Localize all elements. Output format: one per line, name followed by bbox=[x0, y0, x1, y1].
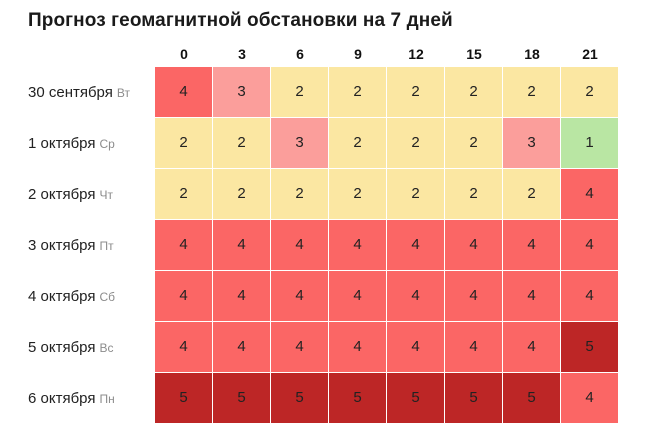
heatmap-cell: 4 bbox=[213, 322, 270, 372]
row-label: 4 октября Сб bbox=[28, 271, 115, 322]
heatmap-cell: 2 bbox=[387, 169, 444, 219]
heatmap-cell: 2 bbox=[213, 169, 270, 219]
heatmap-cell: 5 bbox=[155, 373, 212, 423]
heatmap-cell: 4 bbox=[561, 271, 618, 321]
date-label: 2 октября bbox=[28, 186, 96, 203]
weekday-label: Чт bbox=[99, 188, 113, 202]
heatmap-cell: 5 bbox=[213, 373, 270, 423]
heatmap-cell: 3 bbox=[503, 118, 560, 168]
date-label: 5 октября bbox=[28, 339, 96, 356]
heatmap-cell: 2 bbox=[445, 118, 502, 168]
date-label: 6 октября bbox=[28, 390, 96, 407]
heatmap-cell: 2 bbox=[503, 169, 560, 219]
heatmap-cell: 4 bbox=[213, 271, 270, 321]
row-label: 6 октября Пн bbox=[28, 373, 115, 424]
heatmap-cell: 2 bbox=[445, 169, 502, 219]
heatmap-cell: 3 bbox=[213, 67, 270, 117]
hour-header: 3 bbox=[238, 46, 246, 62]
hour-header-row: 0 3 6 9 12 15 18 21 bbox=[155, 46, 618, 66]
hour-header: 6 bbox=[296, 46, 304, 62]
heatmap-cell: 4 bbox=[561, 373, 618, 423]
heatmap-cell: 4 bbox=[329, 271, 386, 321]
heatmap-cell: 2 bbox=[213, 118, 270, 168]
row-label: 5 октября Вс bbox=[28, 322, 113, 373]
heatmap-cell: 2 bbox=[329, 67, 386, 117]
heatmap-cell: 4 bbox=[213, 220, 270, 270]
heatmap-cell: 2 bbox=[155, 118, 212, 168]
date-label: 30 сентября bbox=[28, 84, 113, 101]
weekday-label: Ср bbox=[99, 137, 115, 151]
heatmap-cell: 3 bbox=[271, 118, 328, 168]
hour-header: 0 bbox=[180, 46, 188, 62]
heatmap-cell: 4 bbox=[445, 271, 502, 321]
heatmap-cell: 4 bbox=[445, 220, 502, 270]
heatmap-cell: 4 bbox=[387, 322, 444, 372]
heatmap-cell: 4 bbox=[155, 220, 212, 270]
heatmap-cell: 5 bbox=[271, 373, 328, 423]
heatmap-cell: 4 bbox=[155, 67, 212, 117]
heatmap-cell: 5 bbox=[329, 373, 386, 423]
heatmap-cell: 2 bbox=[503, 67, 560, 117]
heatmap-cell: 4 bbox=[387, 220, 444, 270]
heatmap-cell: 4 bbox=[329, 220, 386, 270]
heatmap-cell: 4 bbox=[271, 322, 328, 372]
date-label: 4 октября bbox=[28, 288, 96, 305]
heatmap-cell: 4 bbox=[329, 322, 386, 372]
weekday-label: Вс bbox=[99, 341, 114, 355]
heatmap-cell: 4 bbox=[271, 271, 328, 321]
heatmap-cell: 2 bbox=[445, 67, 502, 117]
heatmap-cell: 4 bbox=[387, 271, 444, 321]
heatmap-cell: 5 bbox=[561, 322, 618, 372]
heatmap-cell: 5 bbox=[503, 373, 560, 423]
heatmap-cell: 2 bbox=[271, 67, 328, 117]
heatmap-cell: 5 bbox=[445, 373, 502, 423]
heatmap-cell: 2 bbox=[387, 118, 444, 168]
heatmap-cell: 2 bbox=[329, 169, 386, 219]
hour-header: 15 bbox=[466, 46, 482, 62]
weekday-label: Пн bbox=[99, 392, 115, 406]
heatmap-cell: 1 bbox=[561, 118, 618, 168]
heatmap-cell: 4 bbox=[271, 220, 328, 270]
heatmap-cell: 2 bbox=[271, 169, 328, 219]
heatmap-cell: 4 bbox=[155, 322, 212, 372]
row-label: 1 октября Ср bbox=[28, 118, 115, 169]
hour-header: 9 bbox=[354, 46, 362, 62]
heatmap-cell: 2 bbox=[155, 169, 212, 219]
heatmap-cell: 4 bbox=[503, 271, 560, 321]
heatmap-cell: 2 bbox=[329, 118, 386, 168]
heatmap-cell: 4 bbox=[503, 322, 560, 372]
row-label: 30 сентября Вт bbox=[28, 67, 130, 118]
row-label: 2 октября Чт bbox=[28, 169, 113, 220]
heatmap-cell: 4 bbox=[445, 322, 502, 372]
heatmap-cell: 4 bbox=[155, 271, 212, 321]
heatmap-cell: 4 bbox=[503, 220, 560, 270]
hour-header: 21 bbox=[582, 46, 598, 62]
heatmap-cell: 4 bbox=[561, 220, 618, 270]
heatmap-cell: 2 bbox=[561, 67, 618, 117]
page-title: Прогноз геомагнитной обстановки на 7 дне… bbox=[28, 10, 453, 31]
hour-header: 18 bbox=[524, 46, 540, 62]
weekday-label: Пт bbox=[99, 239, 114, 253]
hour-header: 12 bbox=[408, 46, 424, 62]
heatmap-cell: 2 bbox=[387, 67, 444, 117]
heatmap-cell: 5 bbox=[387, 373, 444, 423]
row-label: 3 октября Пт bbox=[28, 220, 114, 271]
weekday-label: Вт bbox=[116, 86, 130, 100]
date-label: 1 октября bbox=[28, 135, 96, 152]
weekday-label: Сб bbox=[99, 290, 116, 304]
date-label: 3 октября bbox=[28, 237, 96, 254]
heatmap-cell: 4 bbox=[561, 169, 618, 219]
